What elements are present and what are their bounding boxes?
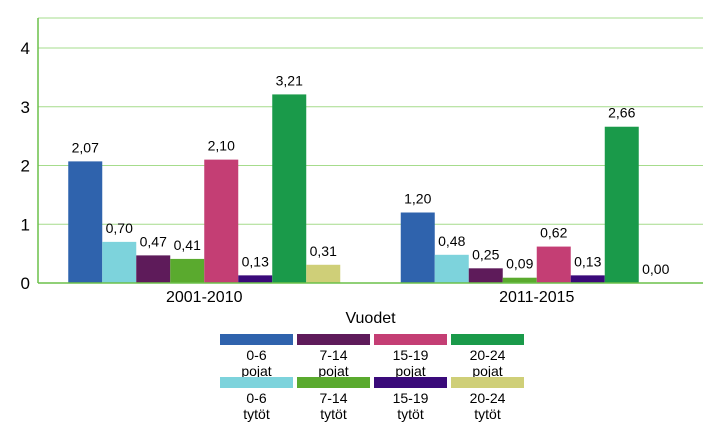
data-label: 0,47	[140, 233, 167, 249]
x-tick-label: 2011-2015	[499, 289, 574, 306]
legend-label: tytöt	[243, 406, 270, 422]
x-axis-title: Vuodet	[345, 310, 396, 327]
bar	[136, 255, 171, 283]
legend-label: pojat	[472, 363, 502, 379]
gridlines	[38, 17, 703, 225]
bar	[102, 241, 137, 283]
data-label: 1,20	[404, 191, 431, 207]
bar	[238, 275, 273, 283]
legend-label: tytöt	[474, 406, 501, 422]
legend-label: tytöt	[320, 406, 347, 422]
legend-label: 15-19	[393, 347, 429, 363]
legend-swatch	[220, 377, 293, 388]
legend-label: tytöt	[397, 406, 424, 422]
bar	[604, 126, 639, 283]
data-label: 0,09	[506, 256, 533, 272]
bar	[434, 254, 469, 283]
bar	[204, 159, 239, 283]
legend-swatch	[451, 334, 524, 345]
bars	[68, 94, 639, 283]
legend-label: 7-14	[319, 390, 347, 406]
legend-swatch	[220, 334, 293, 345]
legend-label: 7-14	[319, 347, 347, 363]
legend-label: 0-6	[246, 390, 266, 406]
legend-label: 20-24	[470, 347, 506, 363]
y-tick-label: 4	[21, 39, 30, 58]
bar	[468, 268, 503, 283]
legend-label: pojat	[241, 363, 271, 379]
y-tick-label: 3	[21, 98, 30, 117]
legend-label: pojat	[318, 363, 348, 379]
data-labels: 2,07 0,70 0,47 0,41 2,10 0,13 3,21 0,31 1,20 0,48…	[72, 72, 670, 277]
data-label: 2,07	[72, 139, 99, 155]
x-tick-label: 2001-2010	[166, 289, 243, 306]
data-label: 2,10	[208, 138, 235, 154]
data-label: 0,41	[174, 237, 201, 253]
data-label: 0,00	[642, 261, 669, 277]
legend-swatch	[297, 377, 370, 388]
data-label: 0,48	[438, 233, 465, 249]
bar	[306, 264, 341, 283]
legend-label: 15-19	[393, 390, 429, 406]
data-label: 3,21	[276, 72, 303, 88]
bar	[536, 246, 571, 283]
data-label: 0,62	[540, 225, 567, 241]
legend-label: 20-24	[470, 390, 506, 406]
data-label: 0,31	[310, 243, 337, 259]
data-label: 0,13	[242, 253, 269, 269]
bar	[400, 212, 435, 283]
legend-swatch	[297, 334, 370, 345]
data-label: 0,13	[574, 253, 601, 269]
x-axis: 2001-2010 2011-2015	[38, 282, 703, 306]
y-tick-label: 1	[21, 215, 30, 234]
y-tick-label: 2	[21, 157, 30, 176]
bar	[570, 275, 605, 283]
legend-label: 0-6	[246, 347, 266, 363]
bar	[170, 258, 205, 283]
y-tick-label: 0	[21, 274, 30, 293]
legend-swatch	[374, 334, 447, 345]
bar	[68, 161, 103, 283]
data-label: 0,25	[472, 246, 499, 262]
legend-swatch	[451, 377, 524, 388]
y-axis: 0 1 2 3 4	[21, 18, 39, 293]
bar	[272, 94, 307, 283]
bar	[502, 277, 537, 283]
data-label: 2,66	[608, 105, 635, 121]
data-label: 0,70	[106, 220, 133, 236]
legend-swatch	[374, 377, 447, 388]
legend-label: pojat	[395, 363, 425, 379]
legend: 0-6pojat7-14pojat15-19pojat20-24pojat0-6…	[220, 334, 524, 422]
